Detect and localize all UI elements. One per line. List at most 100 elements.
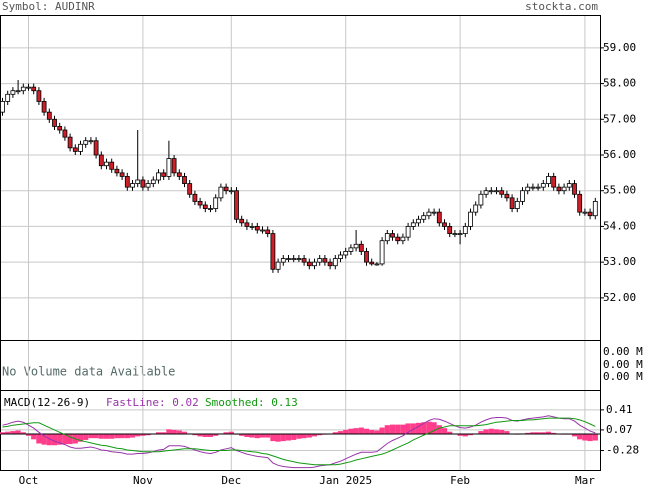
candle-body (109, 161, 115, 170)
macd-histogram-bar (296, 434, 302, 439)
candle-body (291, 258, 297, 260)
macd-histogram-bar (400, 424, 406, 435)
macd-histogram-bar (436, 425, 442, 435)
macd-histogram-bar (0, 432, 6, 435)
candle-body (410, 222, 416, 227)
y-tick-label: 55.00 (603, 184, 636, 197)
candle-body (551, 176, 557, 188)
y-tick-label: 0.41 (606, 403, 633, 416)
y-tick-label: 54.00 (603, 219, 636, 232)
macd-histogram-bar (525, 432, 531, 435)
candle-body (213, 197, 219, 209)
macd-histogram-bar (280, 434, 286, 442)
candle-body (369, 261, 375, 265)
macd-histogram-bar (306, 434, 312, 438)
candle-body (161, 172, 167, 177)
macd-histogram-bar (504, 431, 510, 435)
macd-histogram-bar (181, 431, 188, 435)
macd-histogram-bar (483, 429, 489, 435)
macd-histogram-bar (389, 424, 396, 435)
y-tick-label: -0.28 (606, 444, 639, 457)
candle-body (535, 186, 541, 189)
candle-body (239, 218, 245, 224)
macd-histogram-bar (103, 434, 110, 439)
macd-histogram-bar (213, 434, 219, 436)
candle-body (301, 258, 307, 263)
candle-body (176, 172, 182, 177)
macd-histogram-bar (244, 434, 250, 437)
macd-histogram-bar (15, 430, 21, 435)
candle-body (473, 204, 479, 213)
macd-histogram-bar (551, 432, 557, 435)
y-tick-label: 53.00 (603, 255, 636, 268)
candle-body (254, 226, 260, 231)
macd-histogram-bar (77, 434, 84, 442)
candle-body (494, 190, 499, 193)
candle-body (114, 168, 120, 174)
macd-histogram-bar (462, 434, 468, 437)
price-panel (0, 15, 601, 341)
macd-histogram-bar (249, 434, 255, 438)
candle-body (57, 126, 63, 131)
macd-histogram-bar (379, 427, 385, 435)
macd-histogram-bar (457, 434, 463, 436)
macd-histogram-bar (332, 432, 338, 435)
candle-body (540, 183, 546, 188)
candle-body (52, 118, 57, 127)
candle-body (332, 258, 338, 267)
x-tick-label: Mar (575, 474, 595, 486)
macd-histogram-bar (265, 434, 271, 438)
x-tick-label: Dec (221, 474, 241, 486)
candle-body (390, 233, 395, 238)
candle-body (249, 226, 255, 228)
candle-body (218, 186, 224, 199)
macd-histogram-bar (88, 434, 94, 439)
volume-panel (0, 340, 601, 391)
macd-histogram-bar (83, 434, 89, 440)
macd-histogram-bar (207, 434, 214, 437)
macd-histogram-bar (467, 434, 474, 436)
candle-body (10, 90, 16, 95)
macd-histogram-bar (285, 434, 292, 441)
candle-body (374, 263, 380, 266)
source: stockta.com (525, 0, 598, 13)
candle-body (561, 186, 567, 192)
macd-histogram-bar (140, 434, 146, 436)
macd-histogram-bar (488, 428, 494, 435)
y-tick-label: 52.00 (603, 291, 636, 304)
macd-histogram-bar (239, 434, 245, 436)
candle-body (364, 251, 369, 263)
macd-histogram-bar (337, 431, 344, 435)
candle-body (156, 172, 161, 181)
macd-histogram-bar (545, 431, 552, 435)
legend-entry: Smoothed: 0.13 (205, 396, 298, 409)
y-tick-label: 57.00 (603, 112, 636, 125)
macd-histogram-bar (93, 434, 99, 439)
macd-histogram-bar (447, 431, 453, 435)
macd-line (2, 417, 596, 466)
candle-body (280, 258, 286, 263)
macd-histogram-bar (441, 428, 448, 435)
candle-body (395, 236, 401, 242)
macd-histogram-bar (166, 429, 172, 435)
candle-body (140, 179, 146, 188)
macd-histogram-bar (535, 432, 541, 435)
macd-histogram-bar (358, 427, 364, 435)
candle-body (582, 211, 588, 214)
macd-histogram-bar (192, 434, 198, 436)
candle-body (72, 147, 78, 152)
macd-histogram-bar (571, 434, 578, 437)
candle-body (343, 251, 349, 256)
candle-body (208, 208, 213, 210)
macd-line (2, 415, 596, 469)
candle-body (296, 258, 302, 260)
macd-histogram-bar (395, 424, 401, 435)
macd-histogram-bar (20, 432, 26, 435)
y-tick-label: 58.00 (603, 77, 636, 90)
candle-body (62, 129, 68, 138)
candle-body (78, 143, 83, 152)
macd-histogram-bar (493, 429, 500, 435)
candle-body (468, 211, 473, 227)
candle-body (31, 86, 37, 92)
macd-histogram-bar (145, 434, 151, 436)
